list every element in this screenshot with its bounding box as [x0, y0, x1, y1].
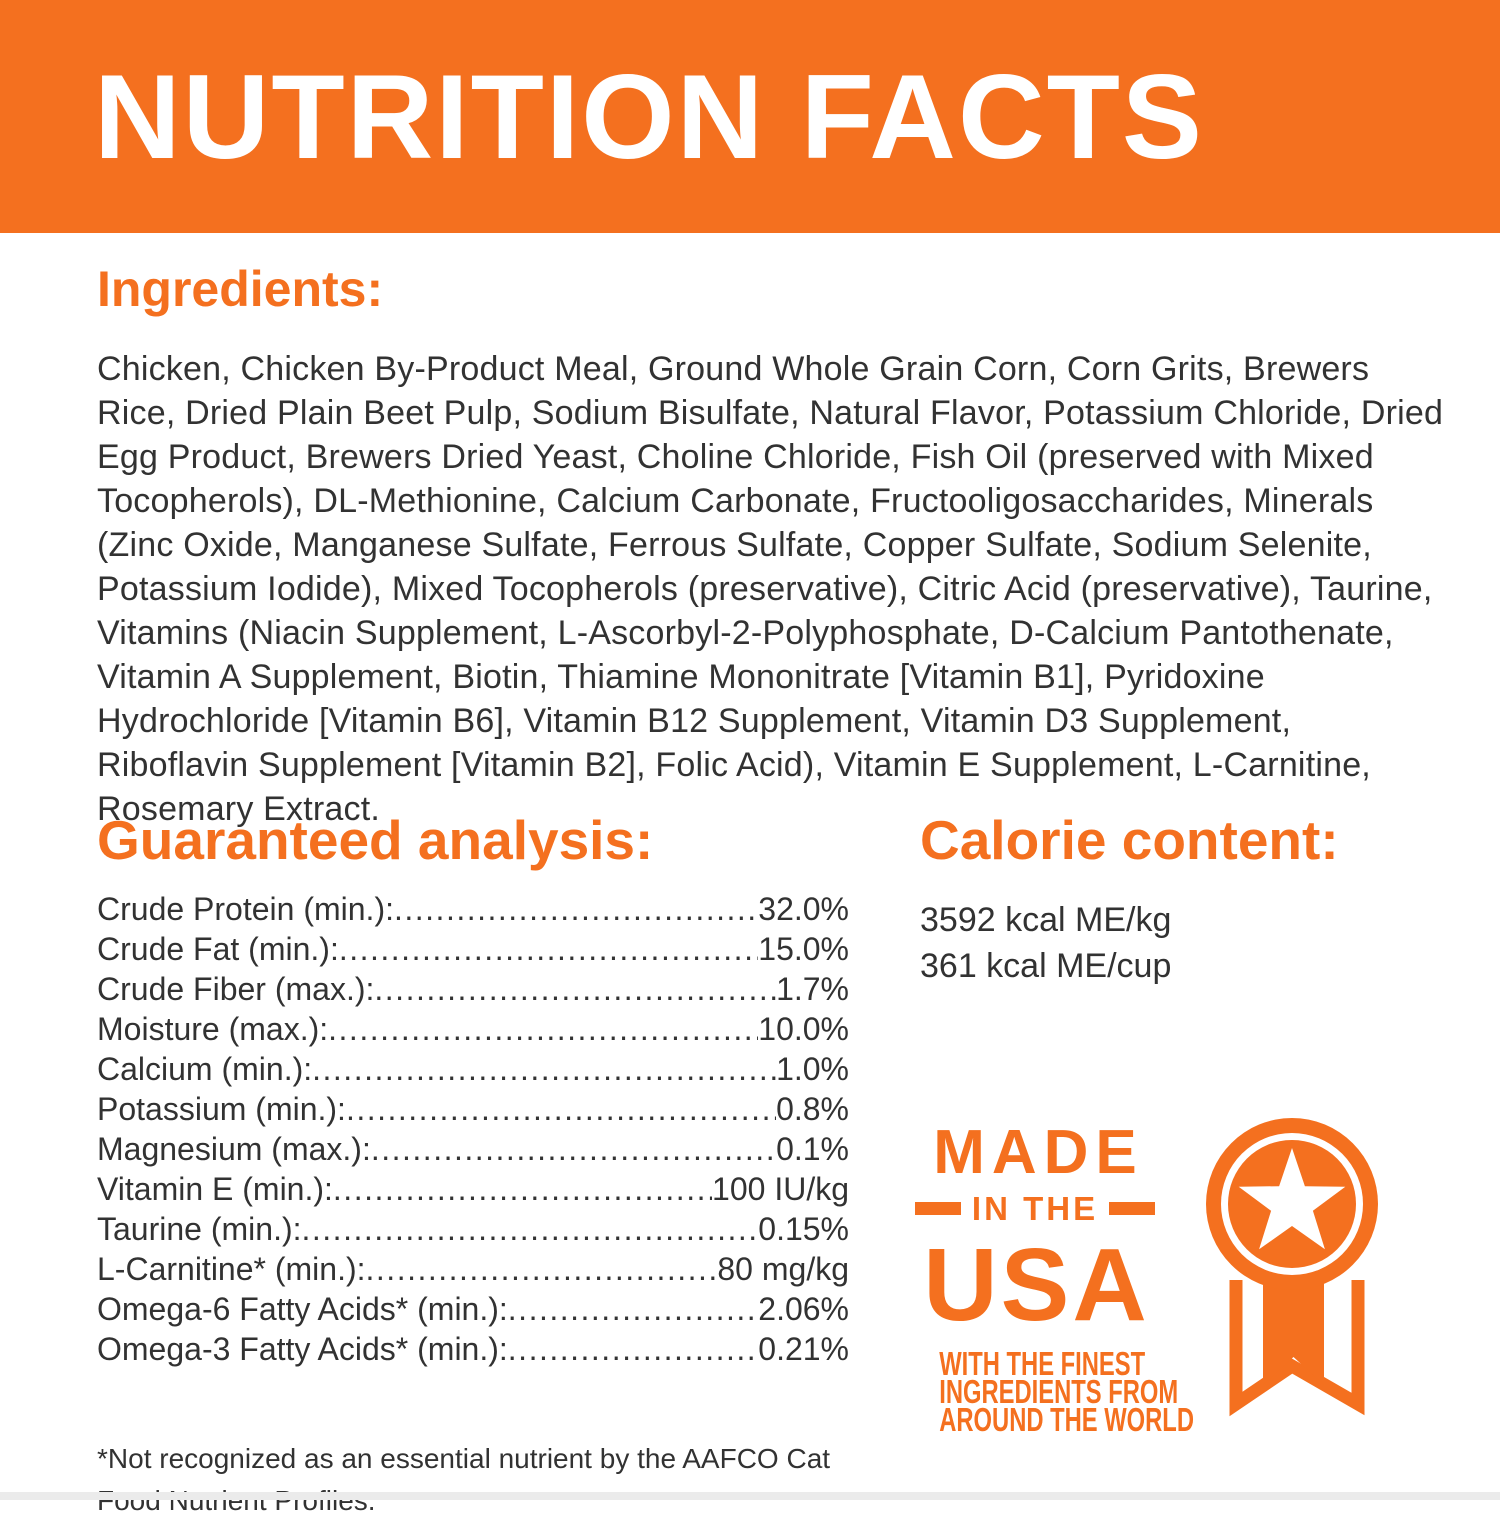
row-value: 100 IU/kg [712, 1170, 849, 1207]
row-label: Crude Protein (min.): [97, 890, 394, 927]
table-row: Omega-3 Fatty Acids* (min.): 0.21% [97, 1329, 849, 1369]
dot-leader [339, 929, 758, 969]
calorie-content-heading: Calorie content: [920, 809, 1339, 871]
row-label: Crude Fiber (max.): [97, 970, 375, 1007]
row-value: 0.8% [776, 1090, 849, 1127]
dot-leader [333, 1169, 712, 1209]
row-label: Taurine (min.): [97, 1210, 302, 1247]
made-in-usa-badge: MADE IN THE USA WITH THE FINEST INGREDIE… [902, 1118, 1194, 1438]
usa-subtext: WITH THE FINEST INGREDIENTS FROM AROUND … [902, 1345, 1194, 1438]
ingredients-section: Ingredients: Chicken, Chicken By-Product… [97, 262, 1447, 831]
table-row: Vitamin E (min.): 100 IU/kg [97, 1169, 849, 1209]
dot-leader [508, 1289, 758, 1329]
calorie-kg-value: 3592 kcal ME/kg [920, 900, 1172, 939]
table-row: Moisture (max.): 10.0% [97, 1009, 849, 1049]
row-label: Potassium (min.): [97, 1090, 346, 1127]
row-label: Omega-6 Fatty Acids* (min.): [97, 1290, 508, 1327]
table-row: Magnesium (max.): 0.1% [97, 1129, 849, 1169]
star-icon [1238, 1148, 1346, 1250]
row-value: 80 mg/kg [717, 1250, 849, 1287]
table-row: Crude Protein (min.): 32.0% [97, 889, 849, 929]
row-label: Calcium (min.): [97, 1050, 313, 1087]
row-value: 10.0% [758, 1010, 849, 1047]
usa-subtext-line: WITH THE FINEST [939, 1345, 1146, 1382]
table-row: Taurine (min.): 0.15% [97, 1209, 849, 1249]
bottom-edge-strip [0, 1492, 1500, 1500]
usa-label: USA [923, 1227, 1150, 1342]
calorie-cup-value: 361 kcal ME/cup [920, 946, 1172, 985]
row-label: Crude Fat (min.): [97, 930, 339, 967]
row-value: 2.06% [758, 1290, 849, 1327]
table-row: Potassium (min.): 0.8% [97, 1089, 849, 1129]
row-label: L-Carnitine* (min.): [97, 1250, 366, 1287]
dot-leader [346, 1089, 776, 1129]
table-row: Crude Fiber (max.): 1.7% [97, 969, 849, 1009]
table-row: Calcium (min.): 1.0% [97, 1049, 849, 1089]
made-label: MADE [933, 1118, 1144, 1187]
row-value: 1.7% [776, 970, 849, 1007]
ingredients-heading: Ingredients: [97, 261, 384, 317]
dot-leader [371, 1129, 776, 1169]
calorie-content-section: Calorie content: 3592 kcal ME/kg 361 kca… [920, 810, 1440, 989]
row-value: 1.0% [776, 1050, 849, 1087]
dot-leader [374, 969, 776, 1009]
table-row: L-Carnitine* (min.): 80 mg/kg [97, 1249, 849, 1289]
dash-icon [1109, 1202, 1156, 1215]
page-title: NUTRITION FACTS [94, 49, 1204, 184]
guaranteed-analysis-table: Crude Protein (min.): 32.0% Crude Fat (mi… [97, 889, 849, 1369]
dot-leader [508, 1329, 758, 1369]
row-value: 0.21% [758, 1330, 849, 1367]
aafco-footnote: *Not recognized as an essential nutrient… [97, 1443, 831, 1516]
guaranteed-analysis-heading: Guaranteed analysis: [97, 809, 654, 871]
row-value: 0.1% [776, 1130, 849, 1167]
guaranteed-analysis-section: Guaranteed analysis: Crude Protein (min.… [97, 810, 849, 1369]
row-value: 0.15% [758, 1210, 849, 1247]
dash-icon [914, 1202, 961, 1215]
table-row: Crude Fat (min.): 15.0% [97, 929, 849, 969]
row-value: 15.0% [758, 930, 849, 967]
medal-ribbon-icon [1206, 1118, 1378, 1417]
dot-leader [328, 1009, 758, 1049]
dot-leader [302, 1209, 759, 1249]
dot-leader [394, 889, 758, 929]
row-label: Vitamin E (min.): [97, 1170, 333, 1207]
row-label: Omega-3 Fatty Acids* (min.): [97, 1330, 508, 1367]
row-value: 32.0% [758, 890, 849, 927]
in-the-label: IN THE [971, 1190, 1099, 1227]
ingredients-text: Chicken, Chicken By-Product Meal, Ground… [97, 350, 1444, 828]
table-row: Omega-6 Fatty Acids* (min.): 2.06% [97, 1289, 849, 1329]
dot-leader [366, 1249, 718, 1289]
nutrition-facts-banner: NUTRITION FACTS [0, 0, 1500, 233]
dot-leader [312, 1049, 776, 1089]
usa-subtext-line: AROUND THE WORLD [939, 1401, 1194, 1438]
row-label: Moisture (max.): [97, 1010, 329, 1047]
row-label: Magnesium (max.): [97, 1130, 371, 1167]
in-the-row: IN THE [902, 1192, 1168, 1225]
